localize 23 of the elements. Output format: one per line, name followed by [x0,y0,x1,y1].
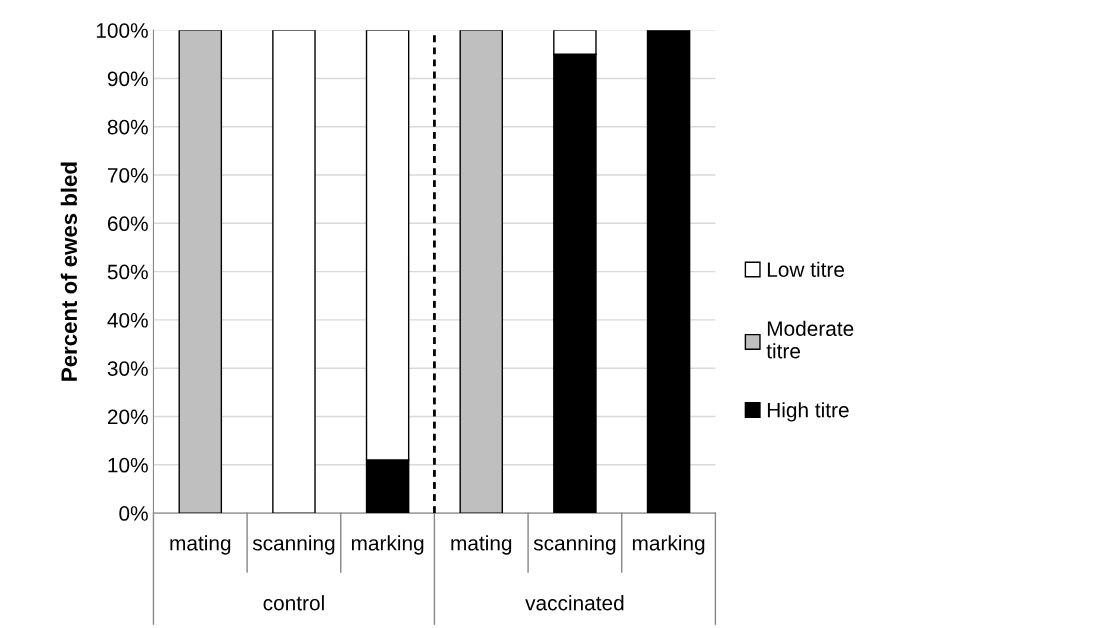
y-tick-label: 20% [107,409,148,425]
legend-label: High titre [767,402,849,422]
y-tick-label: 30% [107,361,148,376]
x-tick-label: marking [351,535,424,555]
x-tick-label: marking [632,535,705,555]
x-tick-label: mating [170,535,231,555]
y-tick-label: 70% [107,168,148,183]
text: control [263,595,324,611]
y-tick-label: 90% [107,71,148,87]
y-tick-label: 0% [119,506,148,521]
x-tick-label: scanning [252,535,335,555]
x-tick-label: mating [451,535,512,555]
legend-label: Low titre [767,261,845,277]
y-tick-label: 50% [107,264,148,280]
legend-label: Moderate titre [766,320,854,359]
y-tick-label: 80% [107,119,148,135]
y-tick-label: 60% [107,216,148,232]
y-tick-label: 40% [107,312,148,328]
y-tick-label: 100% [96,23,148,38]
text: vaccinated [525,595,624,611]
y-tick-label: 10% [108,457,148,473]
x-tick-label: scanning [533,535,616,555]
y-axis-title: Percent of ewes bled [60,162,78,381]
